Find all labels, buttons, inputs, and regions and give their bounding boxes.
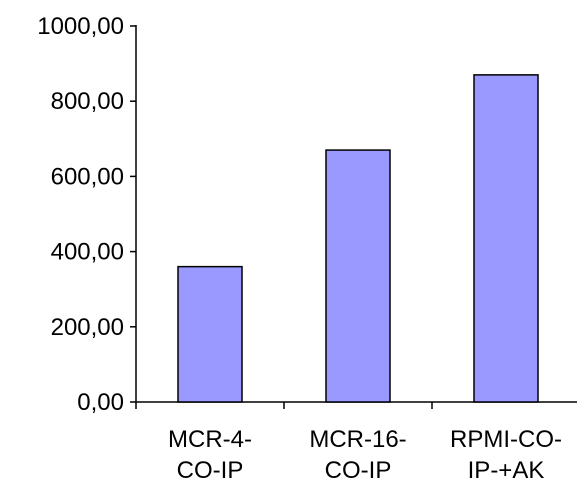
x-category-label: CO-IP: [325, 457, 392, 484]
bar: [177, 265, 243, 403]
y-tick-label: 0,00: [77, 389, 124, 416]
category-labels: MCR-4- CO-IP MCR-16- CO-IP RPMI-CO- IP-+AK: [168, 426, 562, 484]
x-category-label: MCR-16-: [309, 426, 406, 453]
y-axis: 0,00 200,00 400,00 600,00 800,00 1000,00: [37, 13, 137, 416]
y-tick-label: 400,00: [51, 239, 124, 266]
y-tick-label: 800,00: [51, 88, 124, 115]
x-category-label: RPMI-CO-: [450, 426, 562, 453]
x-category-label: MCR-4-: [168, 426, 252, 453]
y-tick-label: 1000,00: [37, 13, 124, 40]
x-category-label: IP-+AK: [468, 457, 545, 484]
x-axis: [135, 401, 577, 409]
y-tick-label: 600,00: [51, 163, 124, 190]
bar: [473, 74, 539, 403]
x-category-label: CO-IP: [177, 457, 244, 484]
bars: [177, 74, 539, 403]
y-tick-label: 200,00: [51, 314, 124, 341]
bar: [325, 149, 391, 403]
